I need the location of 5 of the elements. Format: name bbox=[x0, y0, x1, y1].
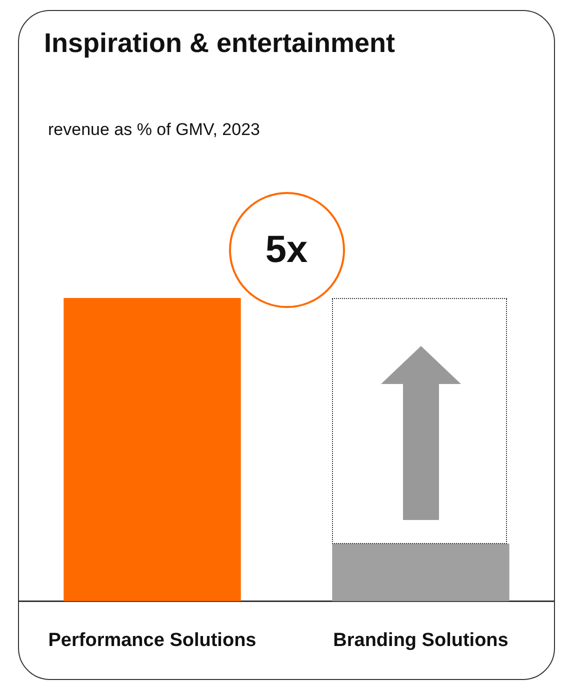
chart-subtitle: revenue as % of GMV, 2023 bbox=[48, 120, 260, 140]
circle-outline: 5x bbox=[228, 192, 344, 308]
x-tick-label: Performance Solutions bbox=[48, 630, 256, 651]
chart-title: Inspiration & entertainment bbox=[44, 28, 396, 59]
x-tick-label: Branding Solutions bbox=[333, 630, 508, 651]
